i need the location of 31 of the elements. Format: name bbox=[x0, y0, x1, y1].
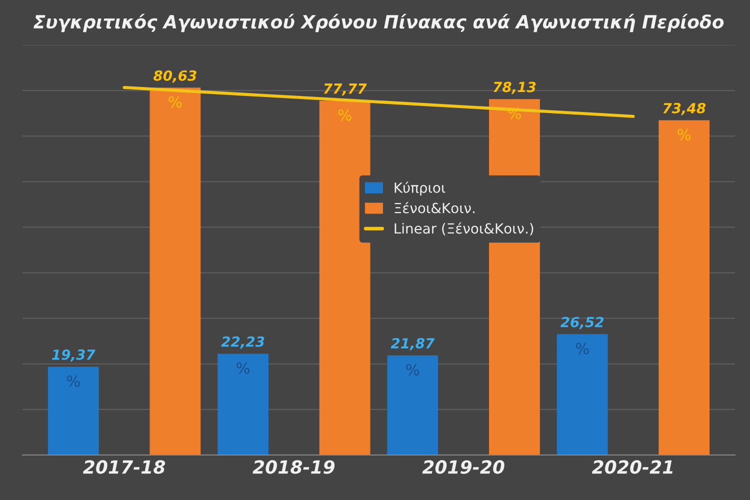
data-label: 77,77 bbox=[324, 84, 367, 96]
annotation: % bbox=[66, 375, 80, 387]
data-label: 73,48 bbox=[663, 102, 706, 116]
annotation: % bbox=[508, 108, 521, 120]
bar bbox=[150, 88, 201, 455]
legend-label: Linear (Ξένοι&Κοιν.) bbox=[394, 222, 534, 236]
bar bbox=[387, 355, 438, 455]
annotation: % bbox=[406, 364, 420, 376]
annotation: % bbox=[678, 128, 691, 140]
annotation: % bbox=[236, 362, 250, 374]
data-label: 22,23 bbox=[221, 336, 264, 349]
x-tick-label: 2020-21 bbox=[592, 460, 673, 474]
bar bbox=[658, 120, 710, 455]
bar bbox=[319, 100, 370, 455]
x-tick-label: 2018-19 bbox=[252, 460, 335, 474]
data-label: 26,52 bbox=[560, 316, 604, 330]
x-tick-label: 2017-18 bbox=[82, 460, 166, 474]
bar bbox=[556, 334, 608, 455]
data-label: 21,87 bbox=[390, 338, 435, 350]
bar bbox=[48, 366, 99, 455]
annotation: % bbox=[168, 96, 182, 108]
data-label: 78,13 bbox=[494, 82, 536, 94]
annotation: % bbox=[576, 342, 589, 354]
data-label: 19,37 bbox=[52, 349, 96, 362]
data-label: 80,63 bbox=[154, 70, 196, 83]
annotation: % bbox=[338, 109, 352, 121]
bar bbox=[218, 354, 268, 455]
chart-title: Συγκριτικός Αγωνιστικού Χρόνου Πίνακας ανά Αγωνιστική Περίοδο bbox=[34, 14, 724, 32]
legend-label: Κύπριοι bbox=[394, 182, 446, 196]
legend-label: Ξένοι&Κοιν. bbox=[394, 202, 474, 214]
x-tick-label: 2019-20 bbox=[422, 460, 504, 474]
